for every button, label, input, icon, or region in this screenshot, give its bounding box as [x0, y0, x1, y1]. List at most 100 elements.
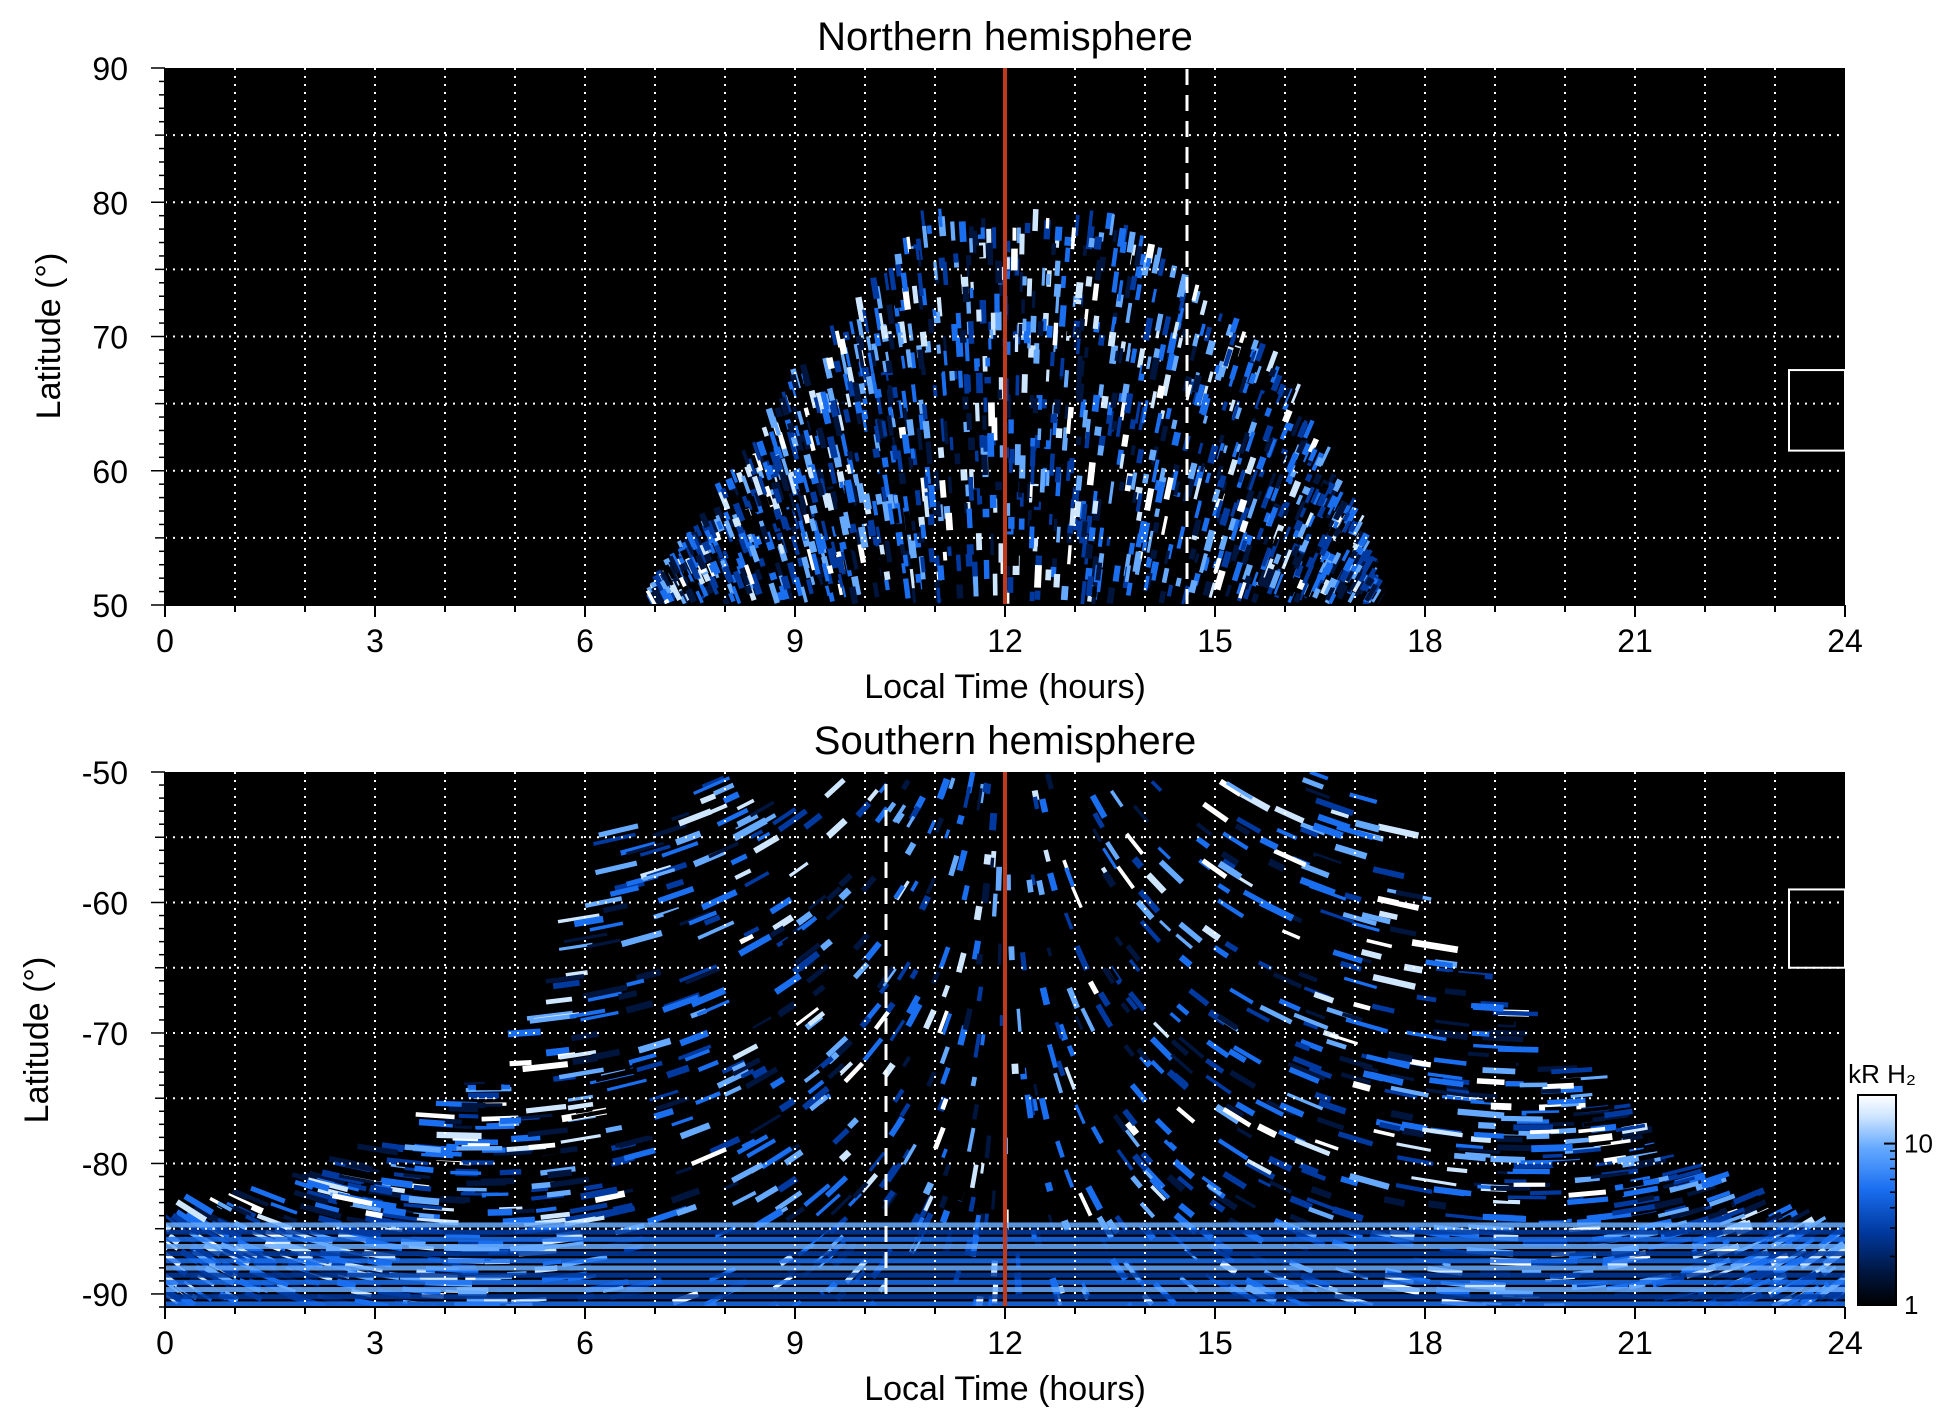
emission-streak — [1054, 226, 1063, 241]
emission-streak — [754, 1185, 779, 1203]
emission-streak — [939, 480, 947, 498]
emission-streak — [175, 1199, 208, 1223]
emission-streak — [866, 414, 875, 435]
emission-streak — [1123, 1260, 1142, 1284]
emission-streak — [1247, 498, 1258, 519]
emission-streak — [941, 1012, 953, 1036]
emission-streak — [339, 1159, 373, 1170]
emission-streak — [703, 552, 713, 563]
emission-streak — [1238, 331, 1247, 344]
emission-streak — [1279, 1102, 1305, 1118]
emission-streak — [1270, 374, 1283, 392]
emission-streak — [1332, 527, 1342, 538]
emission-streak — [1079, 360, 1085, 377]
emission-streak — [894, 262, 903, 277]
emission-streak — [1044, 469, 1050, 486]
emission-streak — [1304, 512, 1314, 528]
emission-streak — [1299, 1038, 1324, 1053]
emission-streak — [661, 994, 700, 1013]
emission-streak — [932, 505, 939, 516]
emission-streak — [545, 996, 573, 1005]
emission-streak — [1842, 1280, 1845, 1286]
emission-streak — [1272, 530, 1282, 547]
emission-streak — [499, 1169, 522, 1176]
emission-streak — [1193, 383, 1206, 407]
emission-streak — [1125, 342, 1132, 362]
emission-streak — [759, 525, 771, 544]
emission-streak — [1269, 569, 1281, 589]
emission-streak — [897, 332, 904, 345]
emission-streak — [922, 420, 931, 439]
emission-streak — [1480, 1018, 1515, 1026]
emission-streak — [989, 1027, 994, 1038]
emission-streak — [1177, 544, 1186, 563]
emission-streak — [1091, 586, 1098, 598]
emission-streak — [522, 1061, 569, 1073]
emission-streak — [365, 1210, 383, 1219]
emission-streak — [1490, 1185, 1531, 1192]
emission-streak — [1089, 794, 1108, 819]
emission-streak — [1488, 1029, 1528, 1036]
emission-streak — [921, 403, 928, 420]
emission-streak — [1090, 430, 1096, 454]
emission-streak — [1149, 357, 1160, 381]
emission-streak — [1495, 1129, 1519, 1135]
emission-streak — [1118, 348, 1124, 364]
emission-streak — [1045, 217, 1050, 229]
emission-streak — [1482, 1213, 1527, 1222]
emission-streak — [1011, 1063, 1019, 1075]
y-tick-label: -50 — [82, 755, 128, 791]
emission-streak — [1290, 415, 1303, 437]
emission-streak — [510, 1133, 541, 1143]
emission-streak — [937, 1010, 949, 1034]
emission-streak — [1309, 884, 1347, 901]
emission-streak — [308, 1170, 346, 1185]
emission-streak — [899, 544, 906, 555]
emission-streak — [1154, 1117, 1173, 1136]
emission-streak — [1214, 1192, 1238, 1211]
emission-streak — [404, 1144, 442, 1153]
emission-streak — [1294, 1138, 1331, 1157]
emission-streak — [873, 388, 883, 399]
emission-streak — [1268, 412, 1279, 426]
emission-streak — [1026, 879, 1034, 893]
emission-streak — [1121, 434, 1130, 448]
emission-streak — [826, 565, 834, 575]
emission-streak — [774, 945, 793, 961]
emission-streak — [1342, 911, 1377, 927]
emission-streak — [1241, 534, 1254, 553]
emission-streak — [955, 336, 964, 357]
emission-streak — [1632, 1135, 1659, 1144]
emission-streak — [928, 484, 937, 508]
emission-streak — [1307, 437, 1320, 454]
emission-streak — [686, 558, 701, 580]
emission-streak — [1177, 273, 1189, 297]
emission-streak — [547, 1169, 573, 1179]
emission-streak — [1228, 517, 1238, 532]
emission-streak — [1348, 1173, 1390, 1190]
emission-streak — [1256, 527, 1265, 541]
y-axis-label-northern: Latitude (°) — [30, 253, 68, 420]
emission-streak — [1237, 433, 1248, 449]
emission-streak — [1073, 501, 1082, 518]
emission-streak — [1560, 1100, 1579, 1108]
emission-streak — [685, 967, 721, 985]
emission-streak — [981, 882, 991, 904]
emission-streak — [1094, 426, 1102, 437]
emission-streak — [901, 434, 911, 454]
emission-streak — [532, 1059, 564, 1066]
emission-streak — [1178, 921, 1203, 944]
emission-streak — [1237, 506, 1250, 529]
emission-streak — [935, 234, 944, 255]
emission-streak — [1353, 530, 1365, 545]
emission-streak — [956, 814, 965, 825]
emission-streak — [679, 1029, 710, 1047]
emission-streak — [793, 435, 804, 452]
emission-streak — [754, 569, 763, 581]
emission-streak — [545, 1046, 570, 1057]
emission-streak — [1294, 1041, 1311, 1052]
emission-streak — [933, 311, 941, 324]
emission-streak — [796, 410, 805, 426]
emission-streak — [1154, 508, 1161, 518]
emission-streak — [848, 529, 858, 552]
